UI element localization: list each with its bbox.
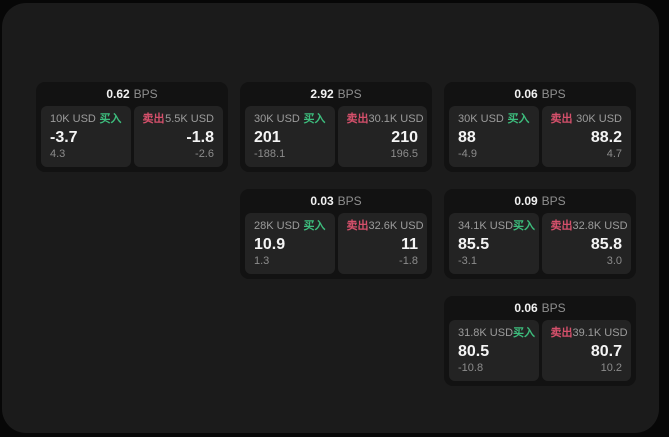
sell-quote-tile[interactable]: 卖出 39.1K USD 80.7 10.2 [541,320,631,381]
bps-unit: BPS [541,194,566,208]
buy-label: 买入 [303,220,326,232]
card-header: 0.09 BPS [444,189,636,213]
sell-delta: -2.6 [195,148,214,160]
buy-price: 88 [458,129,476,146]
buy-delta: -3.1 [458,255,477,267]
buy-delta: -4.9 [458,148,477,160]
quote-tiles: 30K USD 买入 201 -188.1 卖出 30.1K USD 210 1… [240,106,432,172]
card-header: 0.03 BPS [240,189,432,213]
buy-quote-tile[interactable]: 30K USD 买入 201 -188.1 [245,106,335,167]
quote-card-2: 2.92 BPS 30K USD 买入 201 -188.1 卖出 30.1K … [240,82,432,172]
buy-quote-tile[interactable]: 34.1K USD 买入 85.5 -3.1 [449,213,539,274]
bps-value: 0.03 [310,194,334,208]
buy-price: 201 [254,129,281,146]
sell-label: 卖出 [346,220,369,232]
buy-amount: 28K USD [254,220,300,232]
quote-card-1: 0.62 BPS 10K USD 买入 -3.7 4.3 卖出 5.5K USD… [36,82,228,172]
buy-quote-tile[interactable]: 10K USD 买入 -3.7 4.3 [41,106,131,167]
card-header: 0.06 BPS [444,296,636,320]
buy-delta: 1.3 [254,255,270,267]
sell-price: 88.2 [590,129,622,146]
buy-amount: 34.1K USD [458,220,514,232]
quote-tiles: 31.8K USD 买入 80.5 -10.8 卖出 39.1K USD 80.… [444,320,636,386]
sell-delta: -1.8 [399,255,418,267]
sell-amount: 32.8K USD [572,220,628,232]
bps-unit: BPS [541,301,566,315]
card-header: 0.62 BPS [36,82,228,106]
bps-value: 0.09 [514,194,538,208]
buy-quote-tile[interactable]: 30K USD 买入 88 -4.9 [449,106,539,167]
buy-label: 买入 [513,220,536,232]
bps-value: 0.06 [514,87,538,101]
buy-delta: 4.3 [50,148,66,160]
buy-price: 85.5 [458,236,490,253]
bps-unit: BPS [337,87,362,101]
bps-value: 0.62 [106,87,130,101]
sell-quote-tile[interactable]: 卖出 30K USD 88.2 4.7 [541,106,631,167]
bps-value: 0.06 [514,301,538,315]
bps-unit: BPS [337,194,362,208]
quote-card-6: 0.06 BPS 31.8K USD 买入 80.5 -10.8 卖出 39.1… [444,296,636,386]
buy-label: 买入 [513,327,536,339]
quote-card-3: 0.06 BPS 30K USD 买入 88 -4.9 卖出 30K USD 8… [444,82,636,172]
sell-delta: 3.0 [606,255,622,267]
sell-delta: 196.5 [390,148,418,160]
buy-label: 买入 [507,113,530,125]
quote-tiles: 28K USD 买入 10.9 1.3 卖出 32.6K USD 11 -1.8 [240,213,432,279]
buy-label: 买入 [303,113,326,125]
sell-price: 210 [391,129,418,146]
sell-quote-tile[interactable]: 卖出 5.5K USD -1.8 -2.6 [133,106,223,167]
buy-amount: 30K USD [458,113,504,125]
sell-label: 卖出 [550,327,573,339]
bps-unit: BPS [133,87,158,101]
card-header: 2.92 BPS [240,82,432,106]
buy-quote-tile[interactable]: 31.8K USD 买入 80.5 -10.8 [449,320,539,381]
buy-delta: -10.8 [458,362,484,374]
sell-quote-tile[interactable]: 卖出 32.8K USD 85.8 3.0 [541,213,631,274]
quote-card-5: 0.09 BPS 34.1K USD 买入 85.5 -3.1 卖出 32.8K… [444,189,636,279]
quote-card-4: 0.03 BPS 28K USD 买入 10.9 1.3 卖出 32.6K US… [240,189,432,279]
bps-value: 2.92 [310,87,334,101]
sell-delta: 10.2 [600,362,622,374]
sell-quote-tile[interactable]: 卖出 32.6K USD 11 -1.8 [337,213,427,274]
sell-amount: 30K USD [576,113,622,125]
sell-price: 80.7 [590,343,622,360]
sell-amount: 30.1K USD [368,113,424,125]
sell-label: 卖出 [550,220,573,232]
buy-quote-tile[interactable]: 28K USD 买入 10.9 1.3 [245,213,335,274]
sell-delta: 4.7 [606,148,622,160]
buy-price: 80.5 [458,343,490,360]
buy-amount: 30K USD [254,113,300,125]
sell-label: 卖出 [142,113,165,125]
quote-tiles: 30K USD 买入 88 -4.9 卖出 30K USD 88.2 4.7 [444,106,636,172]
sell-label: 卖出 [550,113,573,125]
buy-amount: 31.8K USD [458,327,514,339]
sell-label: 卖出 [346,113,369,125]
buy-delta: -188.1 [254,148,286,160]
buy-label: 买入 [99,113,122,125]
sell-price: -1.8 [186,129,214,146]
sell-price: 11 [401,236,418,253]
main-panel: 0.62 BPS 10K USD 买入 -3.7 4.3 卖出 5.5K USD… [2,3,659,433]
sell-price: 85.8 [590,236,622,253]
buy-price: -3.7 [50,129,78,146]
buy-amount: 10K USD [50,113,96,125]
card-header: 0.06 BPS [444,82,636,106]
sell-amount: 39.1K USD [572,327,628,339]
sell-amount: 5.5K USD [165,113,214,125]
quote-tiles: 10K USD 买入 -3.7 4.3 卖出 5.5K USD -1.8 -2.… [36,106,228,172]
sell-amount: 32.6K USD [368,220,424,232]
buy-price: 10.9 [254,236,286,253]
bps-unit: BPS [541,87,566,101]
quote-tiles: 34.1K USD 买入 85.5 -3.1 卖出 32.8K USD 85.8… [444,213,636,279]
sell-quote-tile[interactable]: 卖出 30.1K USD 210 196.5 [337,106,427,167]
